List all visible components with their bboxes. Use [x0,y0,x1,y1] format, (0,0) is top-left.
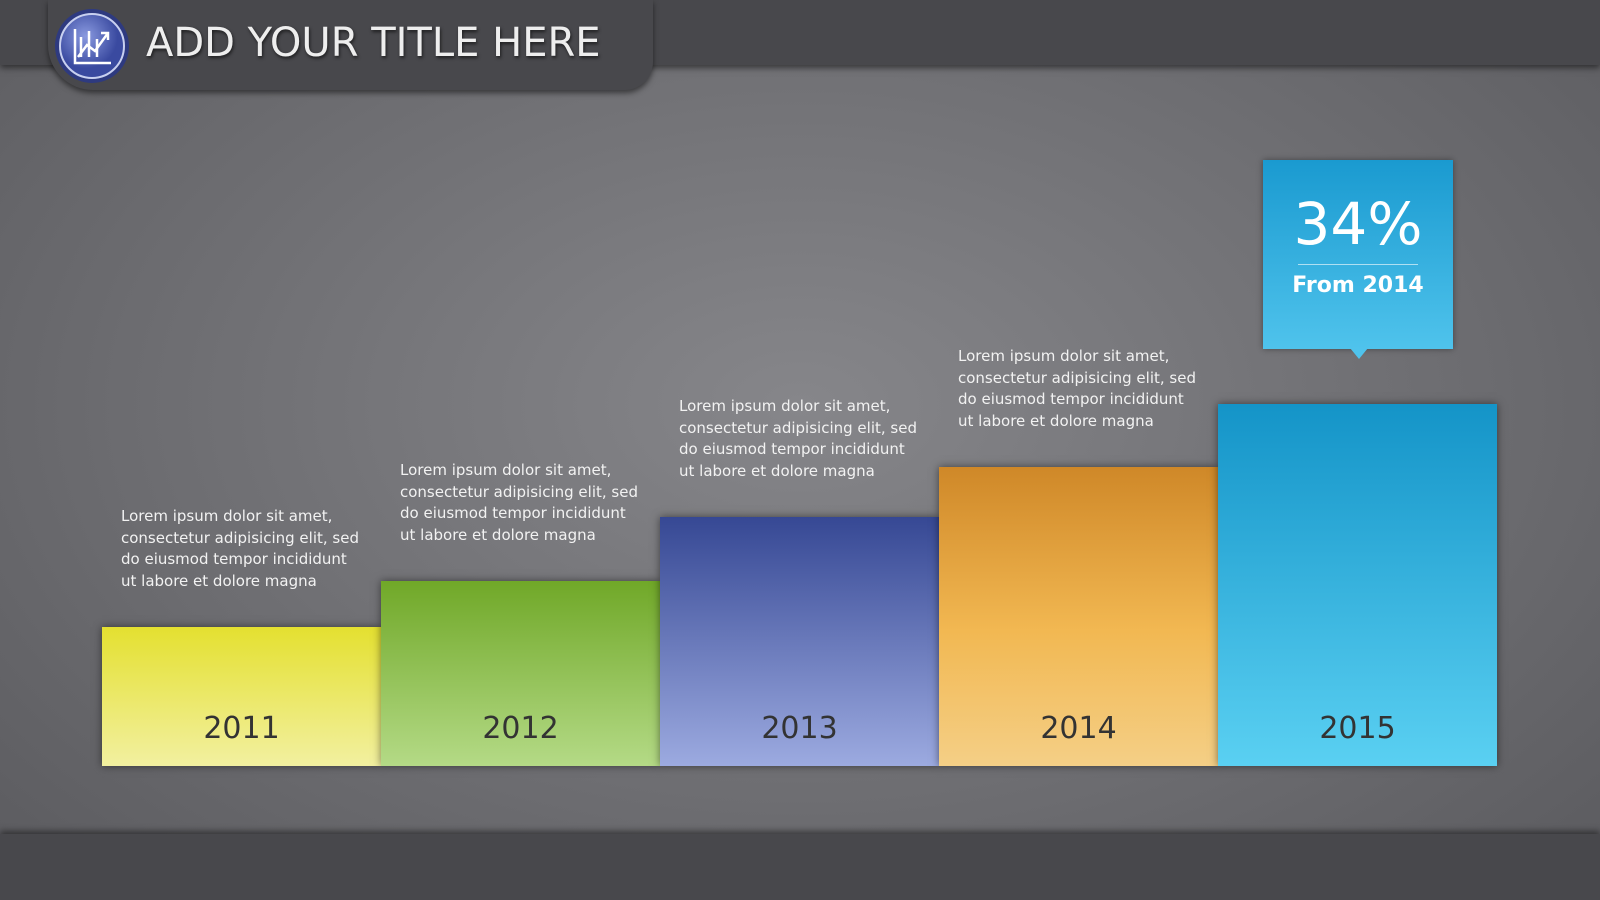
step-bar: 2012 [381,581,660,766]
step-bar: 2014 [939,467,1218,766]
step-label: 2013 [761,711,838,746]
chart-icon [55,9,129,83]
callout: 34% From 2014 [1263,160,1453,349]
callout-value: 34% [1293,190,1423,258]
step-bar: 2013 [660,517,939,766]
bottom-band [0,834,1600,900]
step-label: 2014 [1040,711,1117,746]
step-text: Lorem ipsum dolor sit amet, consectetur … [121,507,359,590]
step-label: 2015 [1319,711,1396,746]
title-tab [48,0,653,90]
step-text: Lorem ipsum dolor sit amet, consectetur … [679,397,917,480]
step-text: Lorem ipsum dolor sit amet, consectetur … [958,347,1196,430]
step-label: 2012 [482,711,559,746]
callout-pointer [1350,348,1368,359]
step-label: 2011 [203,711,280,746]
callout-caption: From 2014 [1292,273,1424,298]
slide-title: ADD YOUR TITLE HERE [146,20,601,66]
callout-rule [1298,264,1418,265]
step-bar: 2011 [102,627,381,766]
step-bar: 2015 [1218,404,1497,766]
step-text: Lorem ipsum dolor sit amet, consectetur … [400,461,638,544]
